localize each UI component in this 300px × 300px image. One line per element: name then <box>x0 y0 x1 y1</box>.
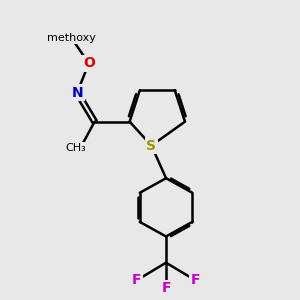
Text: methoxy: methoxy <box>47 33 96 43</box>
Text: F: F <box>190 273 200 287</box>
Text: F: F <box>132 273 142 287</box>
Text: S: S <box>146 139 157 153</box>
Text: N: N <box>71 85 83 100</box>
Text: CH₃: CH₃ <box>65 143 86 154</box>
Text: F: F <box>161 281 171 295</box>
Text: O: O <box>83 56 95 70</box>
